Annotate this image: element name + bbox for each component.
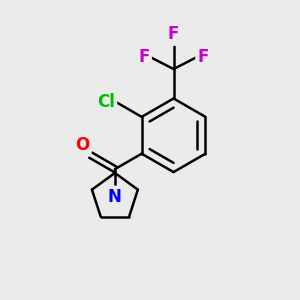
Text: O: O xyxy=(75,136,89,154)
Text: F: F xyxy=(138,48,149,66)
Text: Cl: Cl xyxy=(97,93,115,111)
Text: F: F xyxy=(168,26,179,44)
Text: F: F xyxy=(198,48,209,66)
Text: N: N xyxy=(108,188,122,206)
